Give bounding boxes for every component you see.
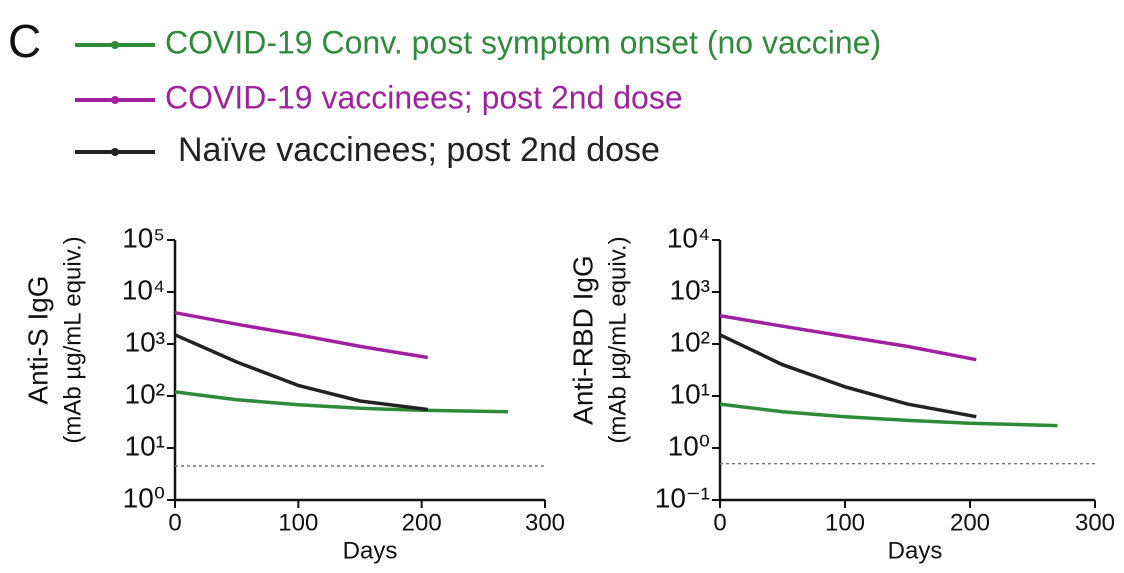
y-tick-label: 10² (125, 378, 165, 409)
y-tick-label: 10¹ (125, 430, 165, 461)
y-tick-label: 10³ (670, 274, 710, 305)
legend-dot (111, 148, 119, 156)
y-tick-label: 10⁴ (122, 274, 165, 305)
fit-line (719, 333, 977, 419)
legend-dot (111, 41, 119, 49)
y-tick-label: 10⁻¹ (655, 482, 710, 513)
x-tick-label: 0 (168, 509, 181, 536)
y-axis-label: (mAb µg/mL equiv.) (59, 236, 86, 443)
x-tick-label: 0 (713, 509, 726, 536)
y-axis-label: Anti-RBD IgG (567, 255, 598, 425)
y-tick-label: 10⁴ (667, 222, 710, 253)
fit-line (174, 333, 429, 412)
fit-line (719, 402, 1058, 428)
x-tick-label: 100 (278, 509, 318, 536)
y-tick-label: 10⁰ (668, 430, 710, 461)
x-tick-label: 300 (1075, 509, 1115, 536)
x-tick-label: 200 (402, 509, 442, 536)
panel-label: C (8, 15, 41, 67)
fit-line (719, 313, 977, 362)
fit-line (174, 390, 509, 414)
x-tick-label: 100 (825, 509, 865, 536)
fit-line (174, 310, 429, 360)
y-tick-label: 10³ (125, 326, 165, 357)
legend-dot (111, 96, 119, 104)
x-tick-label: 300 (525, 509, 565, 536)
legend-label: COVID-19 vaccinees; post 2nd dose (165, 79, 683, 115)
y-tick-label: 10¹ (670, 378, 710, 409)
y-tick-label: 10⁰ (123, 482, 165, 513)
y-tick-label: 10⁵ (122, 222, 165, 253)
y-axis-label: (mAb µg/mL equiv.) (604, 236, 631, 443)
legend-label: COVID-19 Conv. post symptom onset (no va… (165, 24, 881, 60)
x-axis-label: Days (343, 537, 398, 564)
x-axis-label: Days (888, 537, 943, 564)
y-axis-label: Anti-S IgG (22, 275, 53, 404)
y-tick-label: 10² (670, 326, 710, 357)
x-tick-label: 200 (950, 509, 990, 536)
legend-label: Naïve vaccinees; post 2nd dose (178, 131, 660, 169)
